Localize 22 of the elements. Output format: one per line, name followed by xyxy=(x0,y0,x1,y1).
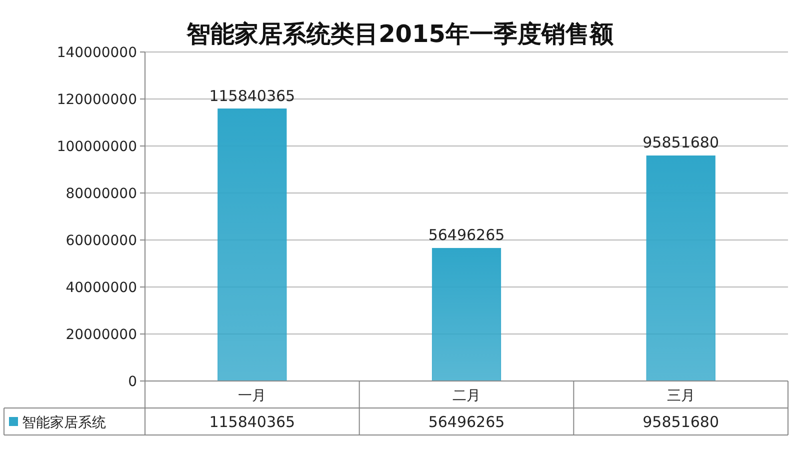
data-label: 95851680 xyxy=(642,413,720,431)
x-tick-label: 二月 xyxy=(452,388,480,404)
x-tick-label: 三月 xyxy=(666,388,695,404)
bar xyxy=(432,248,502,382)
y-tick-label: 0 xyxy=(128,374,137,390)
y-tick-label: 20000000 xyxy=(66,327,137,343)
annotation: 115840365 xyxy=(209,86,296,105)
y-tick-label: 100000000 xyxy=(56,139,137,155)
y-tick-label: 60000000 xyxy=(66,233,137,249)
y-tick-label: 140000000 xyxy=(56,45,137,61)
y-tick-label: 120000000 xyxy=(56,92,137,108)
annotation: 56496265 xyxy=(428,226,505,244)
data-label: 115840365 xyxy=(209,413,296,431)
bar xyxy=(646,156,716,382)
legend-label: 智能家居系统 xyxy=(22,415,106,431)
y-tick-label: 40000000 xyxy=(66,280,137,296)
annotation: 95851680 xyxy=(642,134,720,152)
data-label: 56496265 xyxy=(428,413,505,431)
chart-title: 智能家居系统类目2015年一季度销售额 xyxy=(186,20,614,48)
y-tick-label: 80000000 xyxy=(66,186,137,202)
x-tick-label: 一月 xyxy=(238,388,266,404)
bar xyxy=(218,108,287,382)
